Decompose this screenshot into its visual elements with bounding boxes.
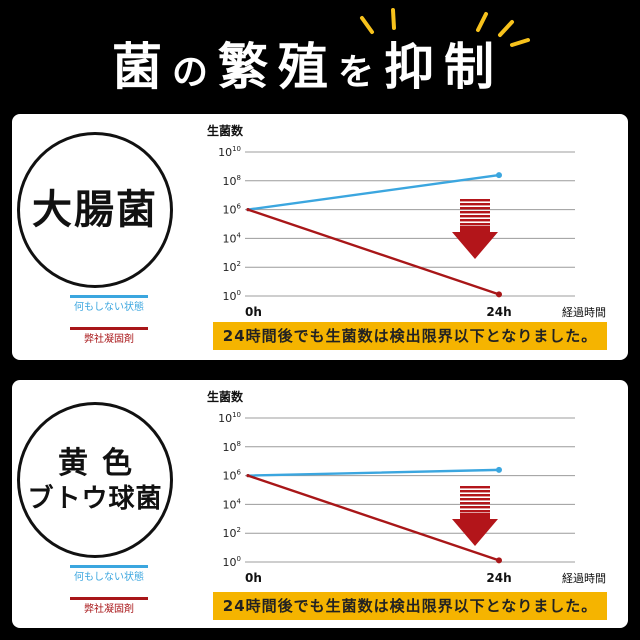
legend-label: 弊社凝固剤: [84, 604, 134, 615]
legend-swatch: [70, 565, 148, 568]
y-tick-base: 10: [218, 412, 232, 425]
legend-label: 何もしない状態: [74, 572, 144, 583]
x-tick-label: 24h: [486, 571, 511, 585]
organism-badge: 黄色 ブトウ球菌: [17, 402, 173, 558]
y-tick-base: 10: [223, 556, 237, 569]
legend-item-no-treatment: 何もしない状態: [70, 295, 148, 314]
y-tick-label: 100: [223, 289, 241, 303]
y-tick-base: 10: [223, 232, 237, 245]
page-title: 菌の繁殖を抑制: [0, 38, 616, 96]
data-point-coagulant: [246, 474, 250, 478]
y-tick-exponent: 8: [237, 440, 241, 448]
x-axis-label: 経過時間: [562, 572, 606, 585]
legend-swatch: [70, 597, 148, 600]
series-line-coagulant: [246, 474, 501, 562]
y-tick-label: 106: [223, 203, 242, 217]
y-tick-exponent: 2: [237, 260, 241, 268]
organism-badge: 大腸菌: [17, 132, 173, 288]
staphylococcus-panel: 1010 108 106 104 102 100 0h 24h 経過時間 生菌数 黄色 ブトウ球菌…: [12, 380, 628, 628]
legend-swatch: [70, 327, 148, 330]
y-tick-base: 10: [223, 261, 237, 274]
down-arrow-icon: [452, 486, 498, 546]
legend-swatch: [70, 295, 148, 298]
legend-item-no-treatment: 何もしない状態: [70, 565, 148, 584]
y-tick-label: 102: [223, 260, 241, 274]
y-tick-label: 104: [223, 497, 242, 511]
legend-label: 弊社凝固剤: [84, 334, 134, 345]
sparkle-icon: [360, 8, 530, 47]
series-line-no-treatment: [246, 468, 501, 477]
result-banner: 24時間後でも生菌数は検出限界以下となりました。: [213, 322, 607, 350]
series-line-no-treatment: [246, 173, 501, 211]
data-point-coagulant: [496, 291, 502, 298]
y-tick-label: 106: [223, 469, 242, 483]
data-point-coagulant: [496, 557, 502, 564]
y-tick-label: 100: [223, 555, 241, 569]
y-tick-base: 10: [223, 441, 237, 454]
y-tick-label: 108: [223, 440, 241, 454]
y-axis-label: 生菌数: [207, 389, 244, 404]
title-part: の: [171, 52, 218, 93]
title-part: を: [338, 52, 385, 93]
down-arrow-icon: [452, 199, 498, 259]
result-banner: 24時間後でも生菌数は検出限界以下となりました。: [213, 592, 607, 620]
title-part: 抑制: [384, 38, 505, 96]
y-tick-exponent: 10: [232, 145, 241, 153]
y-tick-label: 104: [223, 231, 242, 245]
y-tick-base: 10: [223, 498, 237, 511]
y-tick-base: 10: [223, 470, 237, 483]
x-axis-label: 経過時間: [562, 306, 606, 319]
organism-name: 大腸菌: [32, 187, 158, 233]
y-tick-label: 102: [223, 526, 241, 540]
legend-label: 何もしない状態: [74, 302, 144, 313]
y-tick-exponent: 8: [237, 174, 241, 182]
y-tick-base: 10: [223, 175, 237, 188]
data-point-coagulant: [246, 208, 250, 212]
y-tick-exponent: 4: [237, 231, 242, 239]
organism-name-line: 黄色: [58, 445, 146, 481]
y-tick-base: 10: [223, 204, 237, 217]
x-tick-label: 0h: [245, 571, 262, 585]
y-tick-label: 1010: [218, 145, 241, 159]
series-line-coagulant: [246, 208, 501, 296]
organism-name-line: ブトウ球菌: [27, 483, 163, 514]
ecoli-panel: 1010 108 106 104 102 100 0h 24h 経過時間 生菌数 大腸菌 何もしな…: [12, 114, 628, 360]
y-tick-exponent: 6: [237, 203, 242, 211]
y-tick-exponent: 6: [237, 469, 242, 477]
data-point-no-treatment: [496, 172, 502, 179]
legend-item-coagulant: 弊社凝固剤: [70, 597, 148, 616]
x-tick-label: 0h: [245, 305, 262, 319]
legend-item-coagulant: 弊社凝固剤: [70, 327, 148, 346]
title-part: 菌: [111, 38, 172, 96]
y-tick-exponent: 2: [237, 526, 241, 534]
x-tick-label: 24h: [486, 305, 511, 319]
data-point-no-treatment: [496, 466, 502, 473]
y-tick-base: 10: [223, 527, 237, 540]
y-tick-label: 108: [223, 174, 241, 188]
y-tick-exponent: 0: [237, 555, 241, 563]
y-tick-exponent: 4: [237, 497, 242, 505]
y-tick-base: 10: [218, 146, 232, 159]
title-part: 繁殖: [218, 38, 338, 96]
y-axis-label: 生菌数: [207, 123, 244, 138]
y-tick-base: 10: [223, 290, 237, 303]
y-tick-exponent: 10: [232, 411, 241, 419]
y-tick-exponent: 0: [237, 289, 241, 297]
y-tick-label: 1010: [218, 411, 241, 425]
